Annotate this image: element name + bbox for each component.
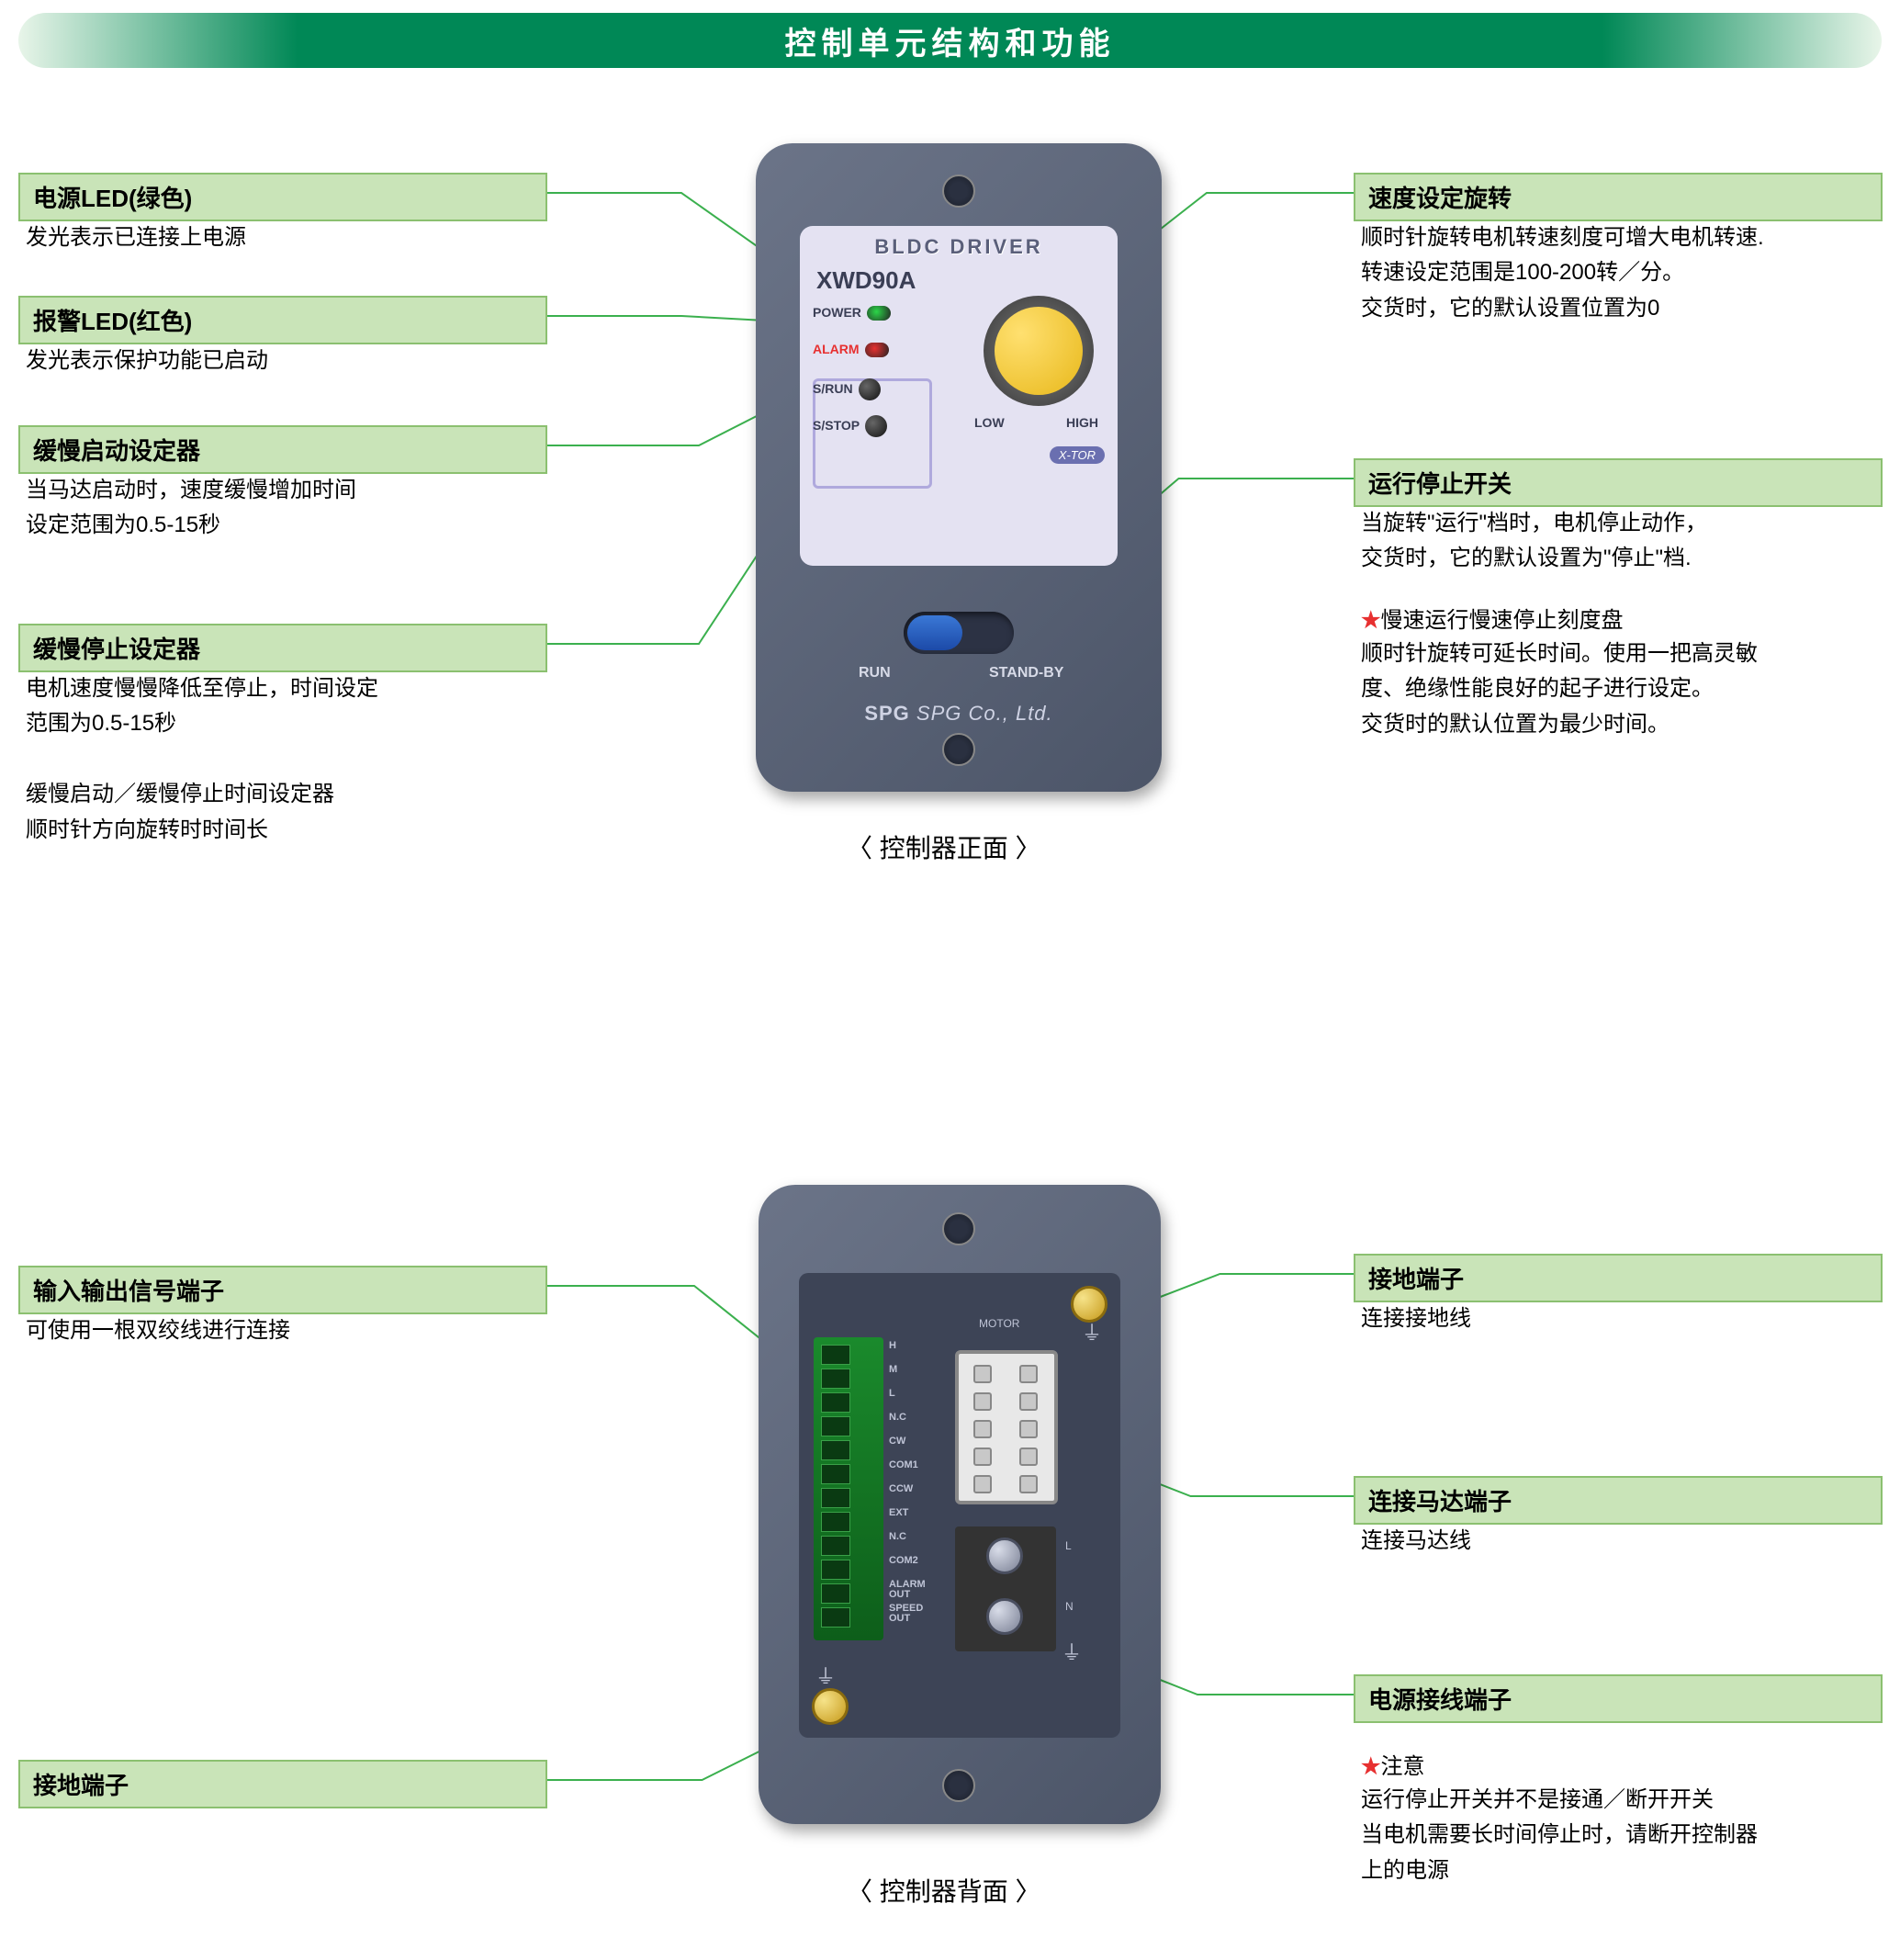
callout-note: 顺时针旋转可延长时间。使用一把高灵敏 度、绝缘性能良好的起子进行设定。 交货时的…: [1361, 636, 1758, 742]
callout-label: 缓慢启动设定器: [18, 425, 547, 474]
mounting-screw-icon: [942, 733, 975, 766]
callout-label: 连接马达端子: [1354, 1476, 1883, 1525]
callout-label: 电源接线端子: [1354, 1674, 1883, 1723]
callout-label: 接地端子: [1354, 1254, 1883, 1302]
callout-desc: 电机速度慢慢降低至停止，时间设定 范围为0.5-15秒 缓慢启动／缓慢停止时间设…: [26, 671, 540, 848]
potentiometer-row: S/RUN: [813, 378, 881, 400]
led-row: POWER: [813, 305, 891, 321]
company-label: SPG SPG Co., Ltd.: [756, 702, 1162, 726]
callout-label: 报警LED(红色): [18, 296, 547, 344]
callout-label: 电源LED(绿色): [18, 173, 547, 221]
speed-knob-icon: [984, 296, 1094, 406]
mounting-screw-icon: [942, 175, 975, 208]
ground-icon: ⏚: [1062, 1637, 1082, 1666]
callout-note-title: ★慢速运行慢速停止刻度盘: [1361, 603, 1624, 638]
xtor-badge: X-TOR: [1050, 446, 1105, 464]
controller-back: MOTOR ⏚ ⏚ ⏚ HMLN.CCWCOM1CCWEXTN.CCOM2ALA…: [759, 1185, 1161, 1824]
panel-title: BLDC DRIVER: [800, 235, 1118, 259]
callout-label: 输入输出信号端子: [18, 1266, 547, 1314]
knob-low-label: LOW: [974, 415, 1005, 430]
pwr-l-label: L: [1065, 1539, 1072, 1552]
callout-desc: 发光表示保护功能已启动: [26, 344, 540, 378]
pwr-n-label: N: [1065, 1600, 1074, 1613]
power-terminal-icon: [955, 1526, 1056, 1651]
ground-icon: ⏚: [815, 1661, 836, 1690]
run-switch-icon: [904, 612, 1014, 654]
motor-connector-icon: [955, 1350, 1058, 1504]
callout-desc: 可使用一根双绞线进行连接: [26, 1313, 540, 1348]
standby-label: STAND-BY: [989, 665, 1063, 681]
callout-note-title: ★注意: [1361, 1750, 1425, 1785]
mounting-screw-icon: [942, 1769, 975, 1802]
potentiometer-row: S/STOP: [813, 415, 887, 437]
callout-desc: 发光表示已连接上电源: [26, 220, 540, 255]
callout-desc: 连接接地线: [1361, 1301, 1875, 1336]
ground-icon: ⏚: [1082, 1317, 1102, 1346]
callout-desc: 连接马达线: [1361, 1524, 1875, 1559]
gold-screw-icon: [812, 1688, 849, 1725]
callout-label: 运行停止开关: [1354, 458, 1883, 507]
callout-note: 运行停止开关并不是接通／断开开关 当电机需要长时间停止时，请断开控制器 上的电源: [1361, 1783, 1758, 1888]
io-terminal-block-icon: [814, 1337, 883, 1640]
callout-label: 接地端子: [18, 1760, 547, 1808]
front-faceplate: BLDC DRIVER XWD90A POWER ALARM S/RUN S/STOP…: [800, 226, 1118, 566]
front-caption: 〈 控制器正面 〉: [847, 828, 1041, 865]
back-caption: 〈 控制器背面 〉: [847, 1872, 1041, 1909]
knob-high-label: HIGH: [1066, 415, 1098, 430]
back-panel: MOTOR ⏚ ⏚ ⏚ HMLN.CCWCOM1CCWEXTN.CCOM2ALA…: [799, 1273, 1120, 1738]
callout-desc: 顺时针旋转电机转速刻度可增大电机转速. 转速设定范围是100-200转／分。 交…: [1361, 220, 1875, 326]
callout-desc: 当马达启动时，速度缓慢增加时间 设定范围为0.5-15秒: [26, 473, 540, 544]
led-row: ALARM: [813, 342, 889, 357]
callout-desc: 当旋转"运行"档时，电机停止动作， 交货时，它的默认设置为"停止"档.: [1361, 506, 1875, 577]
callout-label: 速度设定旋转: [1354, 173, 1883, 221]
model-label: XWD90A: [816, 266, 916, 295]
callout-label: 缓慢停止设定器: [18, 624, 547, 672]
mounting-screw-icon: [942, 1212, 975, 1245]
controller-front: BLDC DRIVER XWD90A POWER ALARM S/RUN S/STOP…: [756, 143, 1162, 792]
motor-label: MOTOR: [979, 1317, 1019, 1330]
run-label: RUN: [859, 665, 891, 681]
